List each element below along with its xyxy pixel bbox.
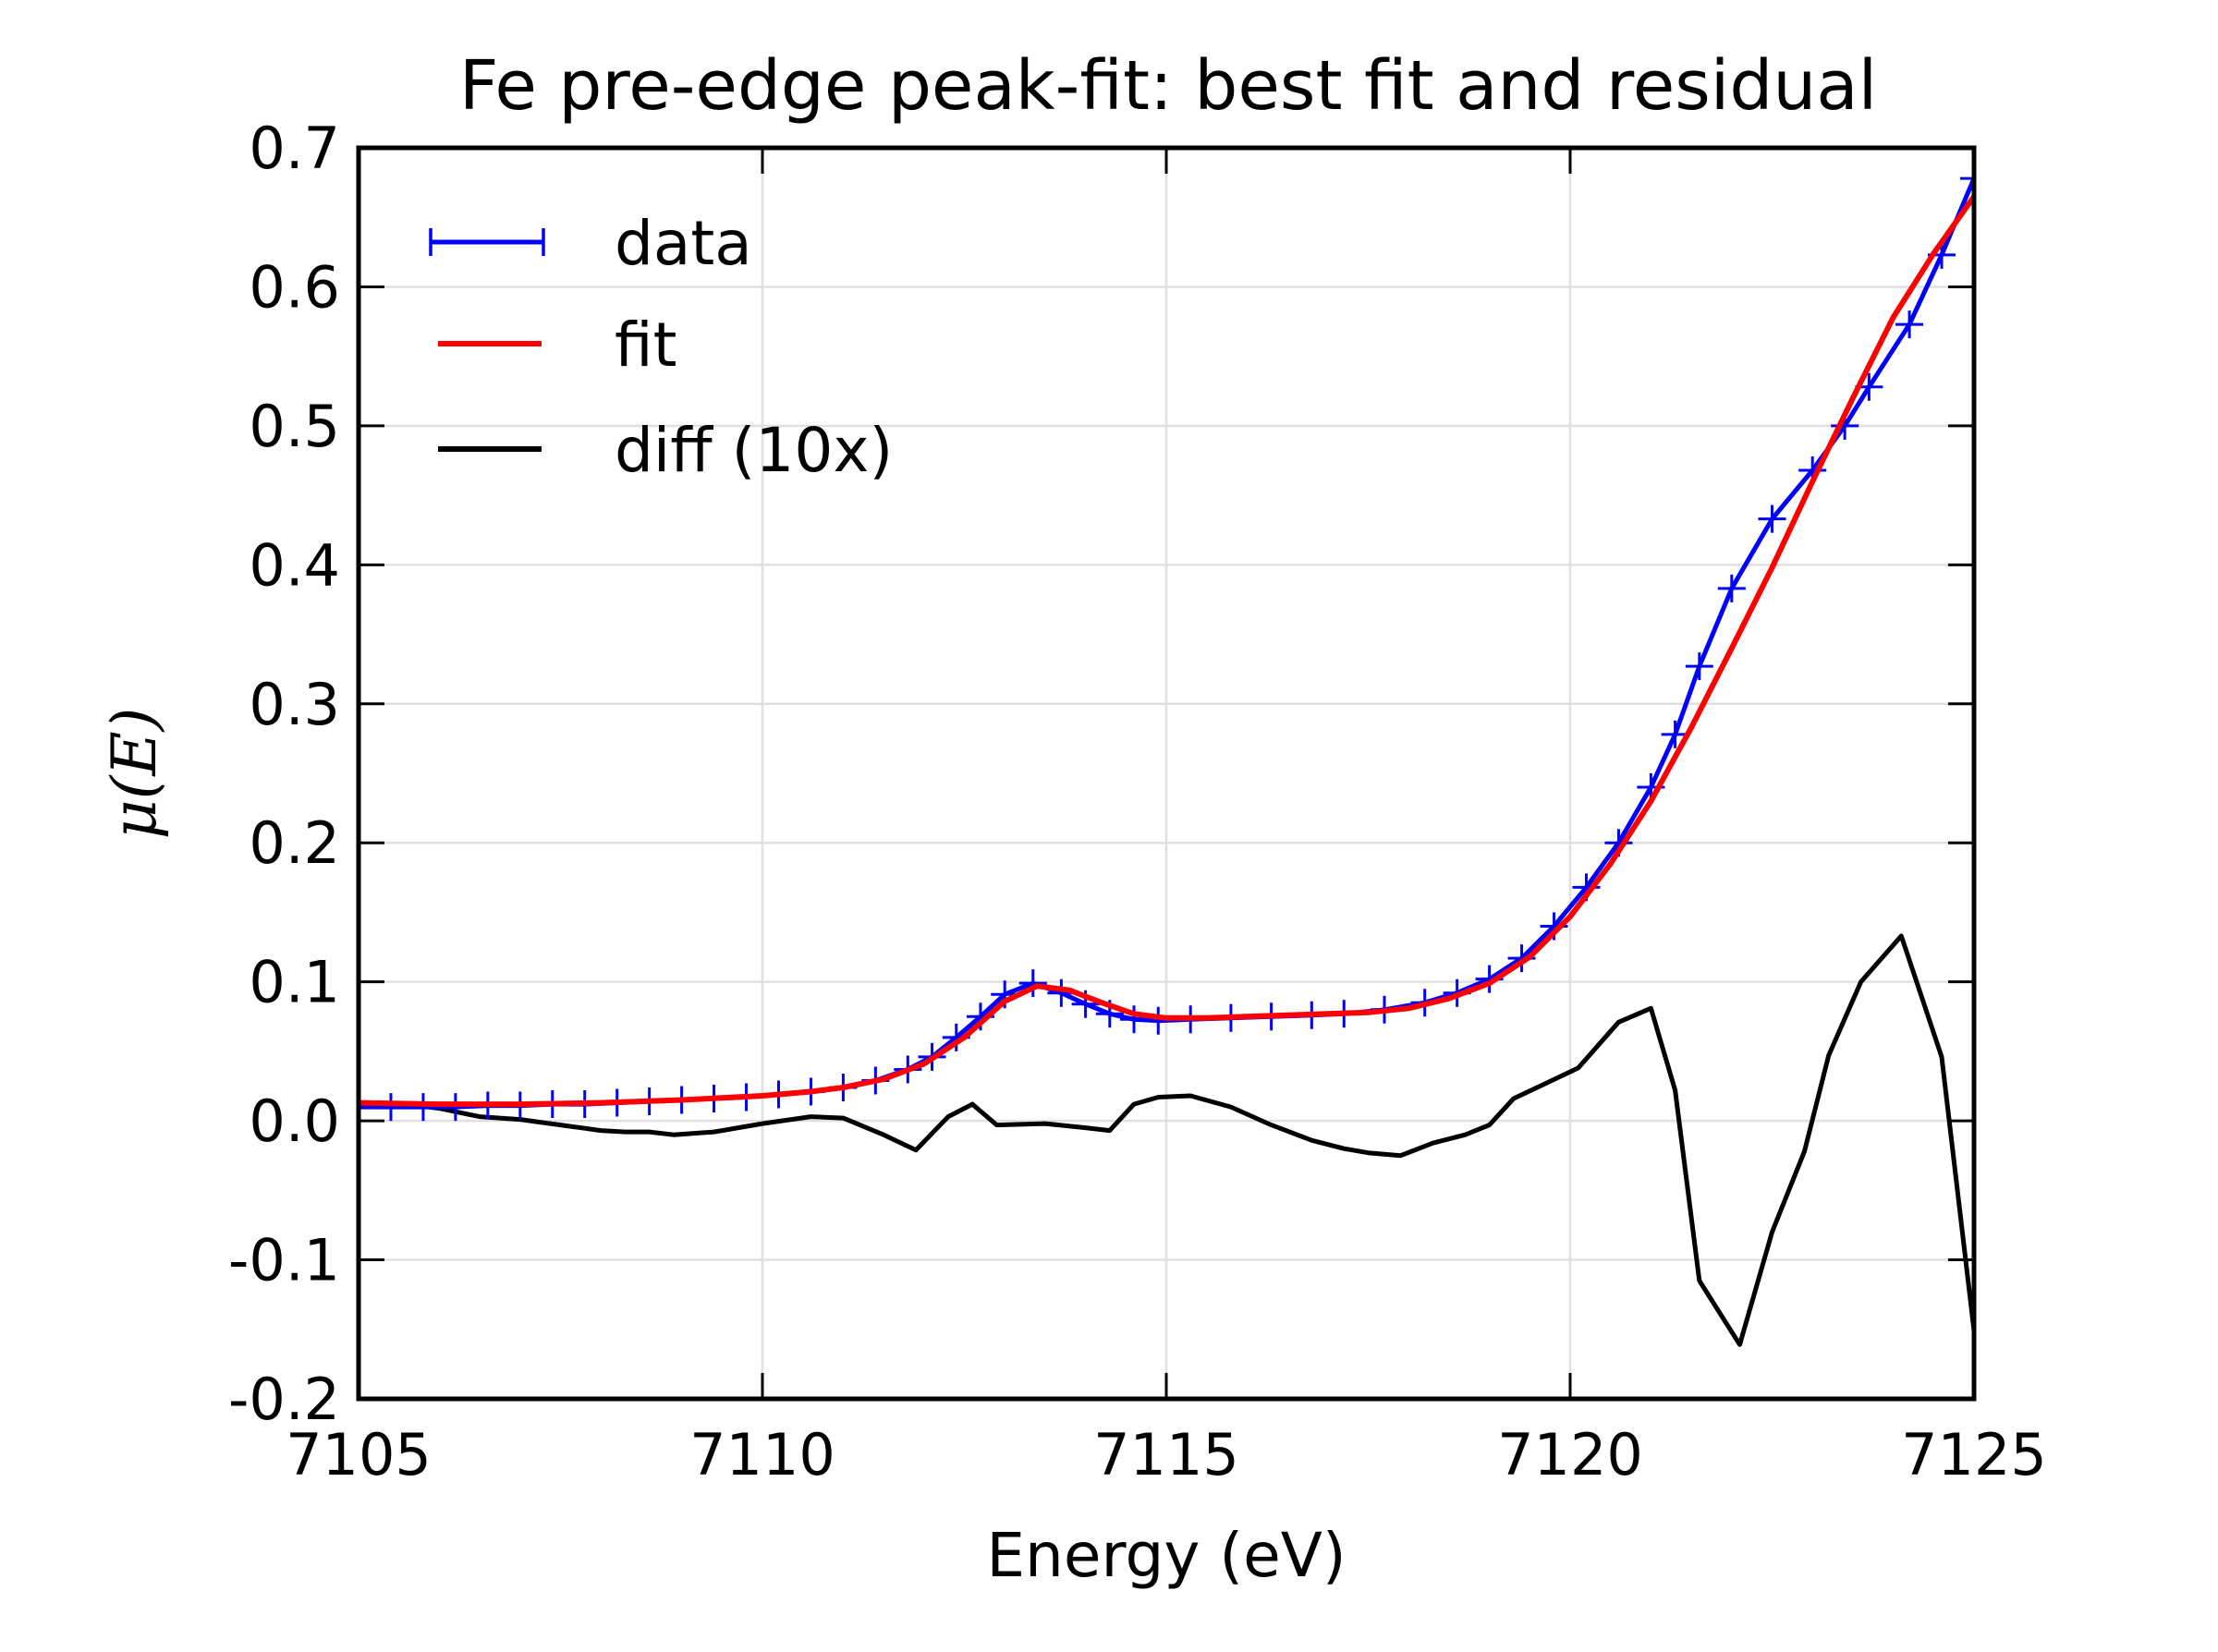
- y-tick-label: 0.4: [249, 531, 340, 599]
- y-tick-label: -0.2: [228, 1366, 340, 1433]
- y-tick-label: 0.0: [249, 1087, 340, 1155]
- legend-marker-data: [429, 228, 545, 256]
- y-tick-label: -0.1: [228, 1227, 340, 1294]
- data-point: [1717, 574, 1746, 602]
- x-axis-label: Energy (eV): [986, 1520, 1346, 1591]
- x-tick-label: 7105: [286, 1421, 432, 1488]
- legend: data fit diff (10x): [429, 208, 893, 486]
- data-point: [1018, 969, 1047, 998]
- grid-lines: [359, 148, 1974, 1399]
- legend-label-diff: diff (10x): [615, 415, 893, 486]
- data-point: [1960, 164, 1974, 193]
- series-line: [359, 194, 1974, 1108]
- legend-item-fit: fit: [438, 310, 676, 381]
- data-point: [1895, 310, 1924, 339]
- y-tick-label: 0.7: [249, 115, 340, 182]
- y-tick-label: 0.2: [249, 809, 340, 877]
- series-diff: [359, 933, 1974, 1347]
- x-tick-label: 7125: [1901, 1421, 2047, 1488]
- y-tick-label: 0.3: [249, 671, 340, 738]
- legend-label-fit: fit: [615, 310, 676, 381]
- y-tick-label: 0.5: [249, 393, 340, 460]
- series-fit: [359, 194, 1974, 1108]
- x-tick-labels: 7105 7110 7115 7120 7125: [286, 1421, 2047, 1488]
- y-tick-label: 0.1: [249, 949, 340, 1016]
- data-point: [376, 1093, 405, 1122]
- x-tick-label: 7115: [1093, 1421, 1239, 1488]
- data-point: [408, 1093, 437, 1122]
- y-tick-label: 0.6: [249, 253, 340, 321]
- x-tick-label: 7120: [1497, 1421, 1643, 1488]
- data-point: [359, 1093, 372, 1122]
- y-axis-label: μ(E): [99, 708, 170, 840]
- legend-label-data: data: [615, 208, 752, 279]
- legend-item-data: data: [429, 208, 752, 279]
- plot-frame: [356, 145, 1977, 1402]
- data-point: [1758, 504, 1786, 533]
- legend-item-diff: diff (10x): [438, 415, 893, 486]
- data-point: [1120, 1005, 1149, 1034]
- plot-series: [359, 164, 1974, 1347]
- x-tick-label: 7110: [689, 1421, 835, 1488]
- y-tick-labels: -0.2 -0.1 0.0 0.1 0.2 0.3 0.4 0.5 0.6 0.7: [228, 115, 340, 1433]
- data-point: [1685, 652, 1713, 681]
- chart-title: Fe pre-edge peak-fit: best fit and resid…: [459, 46, 1877, 126]
- series-line: [359, 933, 1974, 1347]
